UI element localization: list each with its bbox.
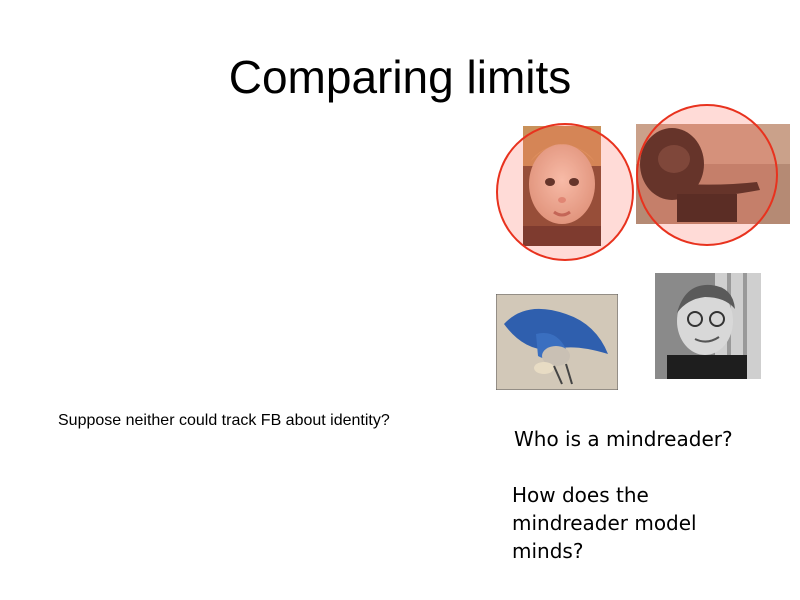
slide-caption: Suppose neither could track FB about ide… [58,412,390,429]
infant-photo [490,122,640,262]
slide-title: Comparing limits [228,51,572,103]
question-who-is-mindreader: Who is a mindreader? [514,427,733,451]
scrub-jay-photo [496,294,618,390]
question-how-model-minds: How does the mindreader model minds? [512,483,697,563]
adult-human-photo [655,273,761,379]
chimpanzee-photo [632,104,792,246]
